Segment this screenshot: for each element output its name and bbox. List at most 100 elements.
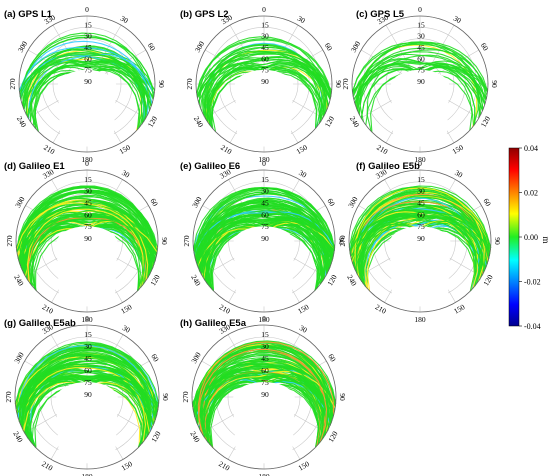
- skyplot-panel: (h) Galileo E5a 15 30 45 60 75 90 0 30 60 90 120 150…: [180, 314, 347, 476]
- elevation-tick-label: 30: [84, 342, 92, 351]
- azimuth-tick-label: 180: [258, 315, 270, 324]
- elevation-tick-label: 45: [84, 354, 92, 363]
- elevation-tick-label: 60: [84, 366, 92, 375]
- azimuth-tick-label: 60: [323, 41, 335, 52]
- azimuth-tick-label: 180: [414, 155, 426, 164]
- satellite-track: [24, 349, 159, 439]
- azimuth-tick-label: 90: [338, 393, 347, 401]
- azimuth-tick-label: 240: [12, 273, 26, 287]
- satellite-track: [19, 376, 155, 425]
- satellite-track: [355, 195, 491, 275]
- elevation-tick-label: 15: [417, 175, 425, 184]
- satellite-track: [354, 187, 485, 282]
- azimuth-tick-label: 270: [8, 78, 17, 90]
- azimuth-tick-label: 120: [479, 114, 493, 128]
- satellite-track: [355, 42, 487, 108]
- satellite-track: [200, 350, 332, 438]
- no-coverage-region: [233, 381, 295, 464]
- elevation-tick-label: 15: [84, 20, 92, 29]
- elevation-tick-label: 90: [84, 234, 92, 243]
- satellite-track: [24, 202, 152, 280]
- skyplot-panel: (e) Galileo E6 15 30 45 60 75 90 0 30 60 90 120 150 1…: [180, 159, 346, 324]
- elevation-tick-label: 45: [417, 199, 425, 208]
- panel-title: (g) Galileo E5ab: [4, 318, 76, 329]
- azimuth-tick-label: 0: [418, 159, 422, 168]
- azimuth-tick-label: 30: [119, 14, 130, 26]
- azimuth-tick-label: 30: [121, 323, 132, 335]
- panel-title: (d) Galileo E1: [4, 161, 65, 172]
- satellite-track: [20, 34, 149, 122]
- elevation-tick-label: 15: [261, 20, 269, 29]
- azimuth-tick-label: 60: [148, 197, 160, 208]
- satellite-track: [15, 346, 151, 443]
- satellite-track: [356, 185, 490, 287]
- satellite-track: [18, 194, 157, 264]
- elevation-tick-label: 90: [261, 234, 269, 243]
- satellite-track: [30, 369, 157, 445]
- no-coverage-region: [233, 226, 295, 307]
- satellite-track: [202, 58, 330, 115]
- azimuth-tick-label: 60: [325, 197, 337, 208]
- elevation-tick-label: 30: [84, 187, 92, 196]
- skyplot-panel: (c) GPS L5 15 30 45 60 75 90 0 30 60 90 120 150 180 21…: [341, 5, 499, 164]
- azimuth-tick-label: 180: [258, 155, 270, 164]
- satellite-track: [195, 201, 327, 279]
- elevation-tick-label: 90: [84, 390, 92, 399]
- satellite-track: [195, 340, 337, 424]
- azimuth-tick-label: 0: [262, 159, 266, 168]
- panel-title: (b) GPS L2: [180, 9, 229, 20]
- elevation-tick-label: 15: [84, 330, 92, 339]
- polar-border: [195, 15, 333, 153]
- satellite-track: [349, 214, 491, 254]
- azimuth-tick-label: 150: [297, 459, 311, 473]
- azimuth-tick-label: 210: [42, 143, 56, 157]
- satellite-track: [21, 374, 156, 430]
- azimuth-tick-label: 180: [81, 155, 93, 164]
- elevation-tick-label: 30: [84, 32, 92, 41]
- azimuth-tick-label: 60: [146, 41, 158, 52]
- azimuth-tick-label: 120: [481, 273, 495, 287]
- elevation-tick-label: 60: [84, 54, 92, 63]
- elevation-tick-label: 30: [417, 32, 425, 41]
- skyplot-panel: (b) GPS L2 15 30 45 60 75 90 0 30 60 90 120 150 180 21…: [180, 5, 343, 164]
- azimuth-tick-label: 150: [452, 302, 466, 316]
- elevation-tick-label: 60: [261, 54, 269, 63]
- azimuth-tick-label: 210: [217, 459, 231, 473]
- elevation-tick-label: 75: [84, 66, 92, 75]
- satellite-track: [23, 60, 152, 110]
- elevation-tick-label: 45: [84, 43, 92, 52]
- azimuth-tick-label: 150: [118, 143, 132, 157]
- azimuth-tick-label: 270: [182, 235, 191, 247]
- azimuth-tick-label: 210: [375, 143, 389, 157]
- elevation-tick-label: 15: [84, 175, 92, 184]
- elevation-tick-label: 60: [84, 210, 92, 219]
- skyplot-panel: (g) Galileo E5ab 15 30 45 60 75 90 0 30 60 90 120 15…: [4, 314, 170, 476]
- azimuth-tick-label: 270: [341, 78, 350, 90]
- satellite-track: [360, 211, 485, 283]
- elevation-tick-label: 45: [261, 354, 269, 363]
- elevation-tick-label: 75: [84, 378, 92, 387]
- elevation-tick-label: 60: [417, 54, 425, 63]
- satellite-track: [16, 354, 159, 413]
- azimuth-tick-label: 270: [5, 235, 14, 247]
- satellite-track: [204, 51, 321, 127]
- satellite-track: [203, 360, 324, 444]
- satellite-track: [19, 36, 155, 98]
- satellite-track: [366, 214, 491, 292]
- satellite-track: [352, 216, 487, 268]
- elevation-tick-label: 45: [84, 199, 92, 208]
- panel-title: (e) Galileo E6: [180, 161, 240, 172]
- elevation-tick-label: 60: [261, 366, 269, 375]
- satellite-track: [15, 197, 146, 291]
- satellite-track: [196, 56, 332, 97]
- satellite-track: [357, 47, 486, 113]
- azimuth-tick-label: 90: [493, 237, 502, 245]
- elevation-tick-label: 60: [261, 210, 269, 219]
- polar-border: [18, 15, 156, 153]
- azimuth-tick-label: 240: [192, 115, 206, 129]
- azimuth-tick-label: 270: [185, 78, 194, 90]
- satellite-track: [18, 46, 153, 105]
- no-coverage-region: [57, 69, 117, 147]
- azimuth-tick-label: 60: [149, 352, 161, 363]
